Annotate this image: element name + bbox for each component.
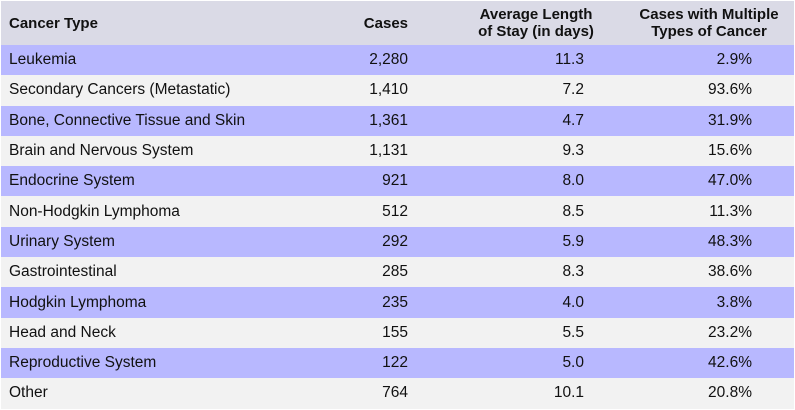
cell-multiple-types: 42.6%: [708, 354, 752, 372]
header-multiple-types-line1: Cases with Multiple: [639, 6, 779, 23]
cell-cancer-type: Urinary System: [9, 232, 115, 250]
cell-multiple-types: 31.9%: [708, 111, 752, 129]
cell-cancer-type: Reproductive System: [9, 354, 157, 372]
cell-cancer-type: Non-Hodgkin Lymphoma: [9, 202, 180, 220]
table-row: Bone, Connective Tissue and Skin 1,361 4.7…: [1, 105, 794, 136]
cell-multiple-types: 38.6%: [708, 263, 752, 281]
table-row: Hodgkin Lymphoma 235 4.0 3.8%: [1, 287, 794, 318]
table-body: Leukemia 2,280 11.3 2.9% Secondary Cancers (…: [1, 45, 794, 409]
cell-cancer-type: Bone, Connective Tissue and Skin: [9, 111, 246, 129]
table-row: Reproductive System 122 5.0 42.6%: [1, 347, 794, 379]
header-multiple-types: Cases with Multiple Types of Cancer: [624, 6, 794, 40]
table-row: Leukemia 2,280 11.3 2.9%: [1, 45, 794, 76]
cell-average-stay: 4.7: [562, 111, 584, 129]
cell-cases: 292: [382, 232, 408, 250]
table-header: Cancer Type Cases Average Length of Stay…: [1, 1, 794, 45]
table-row: Non-Hodgkin Lymphoma 512 8.5 11.3%: [1, 196, 794, 227]
cell-cases: 2,280: [369, 51, 408, 69]
cell-average-stay: 11.3: [554, 51, 584, 69]
cell-cancer-type: Head and Neck: [9, 323, 116, 341]
cell-cases: 285: [382, 263, 408, 281]
cell-average-stay: 5.0: [562, 354, 584, 372]
cell-cancer-type: Hodgkin Lymphoma: [9, 293, 147, 311]
cell-multiple-types: 2.9%: [716, 51, 752, 69]
cell-multiple-types: 20.8%: [708, 384, 752, 402]
header-average-length-line1: Average Length: [479, 6, 593, 23]
cell-cases: 512: [382, 202, 408, 220]
cell-average-stay: 8.5: [562, 202, 584, 220]
cell-cases: 1,361: [369, 111, 408, 129]
header-average-length-of-stay: Average Length of Stay (in days): [408, 6, 624, 40]
cell-cases: 235: [382, 293, 408, 311]
table-row: Urinary System 292 5.9 48.3%: [1, 226, 794, 258]
cell-cancer-type: Other: [9, 384, 48, 402]
table-row: Gastrointestinal 285 8.3 38.6%: [1, 257, 794, 288]
cell-multiple-types: 3.8%: [716, 293, 752, 311]
table-row: Head and Neck 155 5.5 23.2%: [1, 317, 794, 348]
cell-average-stay: 10.1: [553, 384, 584, 402]
table-row: Endocrine System 921 8.0 47.0%: [1, 166, 794, 197]
cell-average-stay: 8.3: [562, 263, 584, 281]
cell-cases: 764: [382, 384, 408, 402]
cell-cases: 1,131: [369, 142, 408, 160]
cell-cancer-type: Endocrine System: [9, 172, 135, 190]
cell-average-stay: 9.3: [562, 142, 584, 160]
header-cases: Cases: [363, 14, 408, 32]
cell-cases: 122: [382, 354, 408, 372]
cell-cases: 921: [382, 172, 408, 190]
cell-cancer-type: Gastrointestinal: [9, 263, 117, 281]
cell-multiple-types: 15.6%: [708, 142, 752, 160]
cell-multiple-types: 93.6%: [708, 81, 752, 99]
table-row: Brain and Nervous System 1,131 9.3 15.6%: [1, 135, 794, 167]
cell-multiple-types: 11.3%: [709, 202, 752, 220]
cell-cases: 155: [382, 323, 408, 341]
cell-multiple-types: 23.2%: [708, 323, 752, 341]
cell-multiple-types: 48.3%: [708, 232, 752, 250]
table-row: Secondary Cancers (Metastatic) 1,410 7.2 93…: [1, 75, 794, 106]
cell-average-stay: 5.5: [562, 323, 584, 341]
cell-cancer-type: Leukemia: [9, 51, 77, 69]
cell-cases: 1,410: [369, 81, 408, 99]
table-row: Other 764 10.1 20.8%: [1, 378, 794, 409]
cell-cancer-type: Brain and Nervous System: [9, 142, 194, 160]
cell-multiple-types: 47.0%: [708, 172, 752, 190]
header-multiple-types-line2: Types of Cancer: [651, 23, 767, 40]
cell-average-stay: 7.2: [562, 81, 584, 99]
cell-average-stay: 8.0: [562, 172, 584, 190]
cell-average-stay: 5.9: [562, 232, 584, 250]
header-average-length-line2: of Stay (in days): [478, 23, 594, 40]
header-cancer-type: Cancer Type: [9, 14, 98, 32]
cell-average-stay: 4.0: [562, 293, 584, 311]
cell-cancer-type: Secondary Cancers (Metastatic): [9, 81, 231, 99]
